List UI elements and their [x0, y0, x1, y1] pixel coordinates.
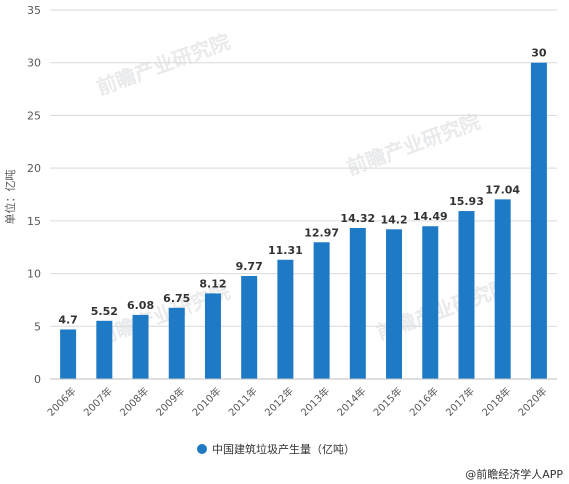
- data-label: 9.77: [236, 260, 263, 273]
- x-tick-label: 2017年: [443, 384, 477, 418]
- legend: 中国建筑垃圾产生量（亿吨）: [197, 442, 355, 456]
- data-label: 17.04: [485, 183, 520, 196]
- data-label: 11.31: [268, 244, 303, 257]
- bar: [458, 211, 475, 379]
- bar: [422, 226, 439, 379]
- x-tick-label: 2016年: [407, 384, 441, 418]
- x-tick-label: 2006年: [44, 384, 78, 418]
- data-label: 14.2: [380, 213, 407, 226]
- bar: [168, 307, 185, 379]
- source-credit: @前瞻经济学人APP: [465, 467, 563, 481]
- x-tick-label: 2012年: [262, 384, 296, 418]
- bar: [349, 228, 366, 379]
- y-axis-ticks: 0 5 10 15 20 25 30 35: [27, 4, 41, 386]
- y-tick-label: 25: [27, 109, 41, 122]
- watermark-text: 前瞻产业研究院: [94, 29, 234, 99]
- data-label: 12.97: [304, 226, 339, 239]
- bar: [386, 229, 403, 379]
- data-label: 15.93: [449, 195, 484, 208]
- x-tick-label: 2020年: [515, 384, 549, 418]
- bar: [241, 275, 258, 379]
- bar: [204, 293, 221, 379]
- bar: [60, 329, 77, 379]
- x-tick-label: 2018年: [479, 384, 513, 418]
- bar-series: [60, 62, 547, 379]
- bar: [132, 314, 149, 379]
- bar: [530, 62, 547, 379]
- x-tick-label: 2011年: [226, 384, 260, 418]
- legend-marker: [197, 444, 207, 454]
- legend-label: 中国建筑垃圾产生量（亿吨）: [212, 442, 355, 456]
- y-tick-label: 5: [34, 320, 41, 333]
- x-tick-label: 2008年: [117, 384, 151, 418]
- data-label: 14.49: [413, 210, 448, 223]
- y-tick-label: 20: [27, 162, 41, 175]
- y-tick-label: 0: [34, 373, 41, 386]
- bar: [494, 199, 511, 379]
- bar: [277, 259, 294, 379]
- data-label: 6.75: [163, 292, 190, 305]
- gridlines: [50, 9, 557, 327]
- x-tick-label: 2009年: [153, 384, 187, 418]
- bar: [96, 320, 113, 379]
- y-tick-label: 15: [27, 215, 41, 228]
- y-tick-label: 35: [27, 4, 41, 17]
- data-label: 14.32: [340, 212, 375, 225]
- x-tick-label: 2015年: [370, 384, 404, 418]
- data-label: 30: [531, 47, 547, 60]
- x-tick-label: 2013年: [298, 384, 332, 418]
- bar: [313, 242, 330, 379]
- y-axis-title: 单位：亿吨: [3, 170, 17, 225]
- data-label: 6.08: [127, 299, 154, 312]
- y-tick-label: 30: [27, 57, 41, 70]
- x-tick-label: 2010年: [189, 384, 223, 418]
- x-tick-label: 2007年: [81, 384, 115, 418]
- data-label: 4.7: [58, 313, 78, 326]
- y-tick-label: 10: [27, 268, 41, 281]
- data-label: 5.52: [91, 305, 118, 318]
- watermark-text: 前瞻产业研究院: [344, 109, 484, 179]
- data-label: 8.12: [199, 277, 226, 290]
- x-axis-labels: 2006年 2007年 2008年 2009年 2010年 2011年 2012年 2013年…: [44, 384, 549, 418]
- x-tick-label: 2014年: [334, 384, 368, 418]
